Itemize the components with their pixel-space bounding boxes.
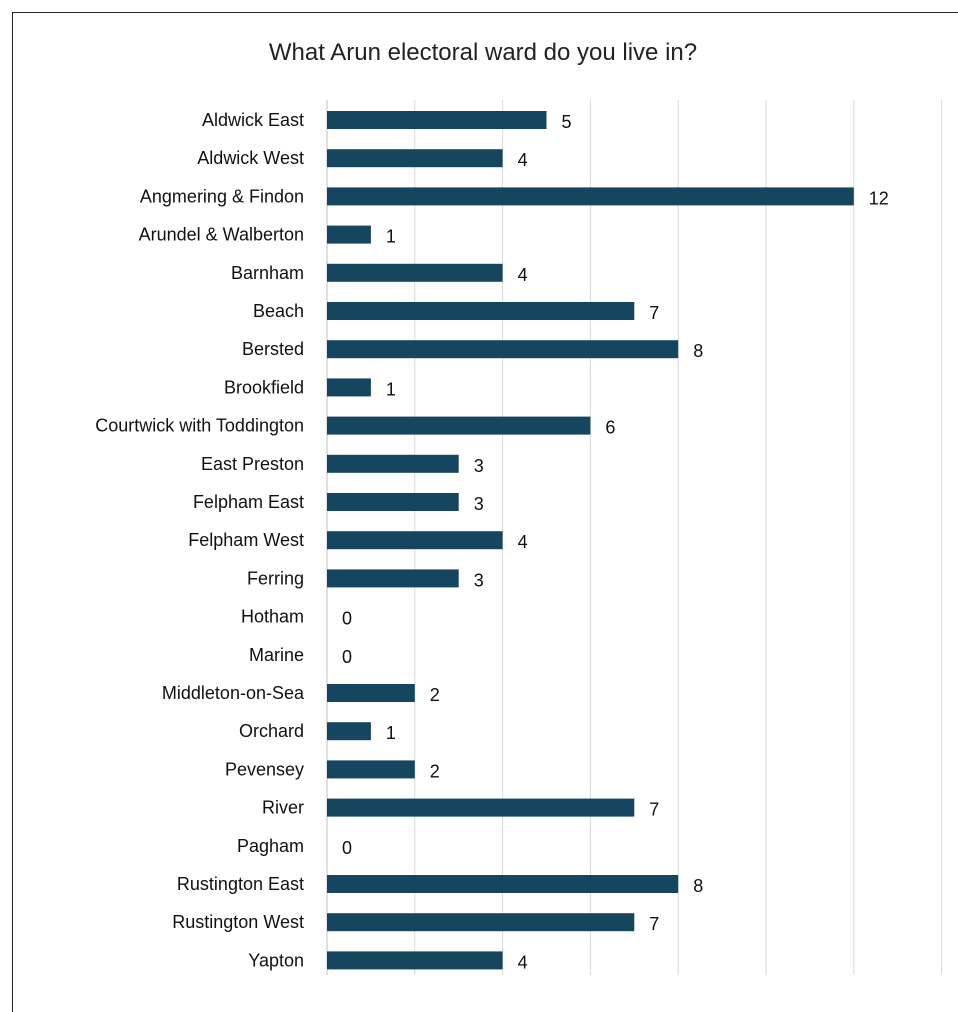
category-label: Bersted bbox=[242, 339, 304, 359]
value-label: 5 bbox=[562, 112, 572, 132]
bar bbox=[327, 951, 503, 970]
value-label: 0 bbox=[342, 609, 352, 629]
value-label: 7 bbox=[649, 800, 659, 820]
value-label: 4 bbox=[518, 265, 528, 285]
bar bbox=[327, 913, 635, 932]
bar bbox=[327, 416, 591, 435]
category-label: Pagham bbox=[237, 836, 304, 856]
value-label: 8 bbox=[693, 341, 703, 361]
category-label: Ferring bbox=[247, 568, 304, 588]
bar bbox=[327, 378, 371, 397]
bar bbox=[327, 225, 371, 244]
category-label: Felpham East bbox=[193, 492, 304, 512]
value-label: 3 bbox=[474, 456, 484, 476]
bar bbox=[327, 263, 503, 282]
chart-title: What Arun electoral ward do you live in? bbox=[269, 39, 697, 66]
value-label: 1 bbox=[386, 227, 396, 247]
value-label: 0 bbox=[342, 838, 352, 858]
bar bbox=[327, 111, 547, 129]
category-label: Rustington East bbox=[177, 874, 304, 894]
value-label: 4 bbox=[518, 150, 528, 170]
category-label: Hotham bbox=[241, 607, 304, 627]
value-label: 6 bbox=[605, 418, 615, 438]
bar bbox=[327, 684, 415, 702]
value-label: 3 bbox=[474, 494, 484, 514]
value-label: 2 bbox=[430, 761, 440, 781]
bars bbox=[327, 111, 854, 970]
bar bbox=[327, 760, 415, 779]
value-label: 7 bbox=[649, 303, 659, 323]
category-label: East Preston bbox=[201, 454, 304, 474]
value-label: 2 bbox=[430, 685, 440, 705]
category-label: Orchard bbox=[239, 721, 304, 741]
bar bbox=[327, 149, 503, 168]
bar bbox=[327, 798, 635, 817]
category-label: Rustington West bbox=[172, 912, 304, 932]
category-label: Angmering & Findon bbox=[140, 186, 304, 206]
value-label: 4 bbox=[518, 532, 528, 552]
chart-frame bbox=[12, 12, 958, 1012]
category-label: Pevensey bbox=[225, 759, 304, 779]
category-label: Arundel & Walberton bbox=[139, 225, 304, 245]
value-label: 1 bbox=[386, 723, 396, 743]
value-label: 7 bbox=[649, 914, 659, 934]
category-labels: Aldwick East Aldwick West Angmering & Find… bbox=[95, 110, 305, 970]
category-label: Aldwick West bbox=[197, 148, 304, 168]
category-label: Brookfield bbox=[224, 377, 304, 397]
value-label: 0 bbox=[342, 647, 352, 667]
bar bbox=[327, 187, 854, 206]
value-label: 1 bbox=[386, 379, 396, 399]
category-label: Barnham bbox=[231, 263, 304, 283]
category-label: Felpham West bbox=[188, 530, 304, 550]
value-label: 4 bbox=[518, 952, 528, 972]
value-label: 3 bbox=[474, 570, 484, 590]
bar bbox=[327, 340, 679, 359]
value-label: 8 bbox=[693, 876, 703, 896]
category-label: Yapton bbox=[248, 950, 304, 970]
bar bbox=[327, 531, 503, 550]
bar bbox=[327, 302, 635, 320]
bar bbox=[327, 875, 679, 893]
category-label: Courtwick with Toddington bbox=[95, 416, 304, 436]
bar bbox=[327, 722, 371, 741]
bar bbox=[327, 454, 459, 473]
category-label: Beach bbox=[253, 301, 304, 321]
category-label: Aldwick East bbox=[202, 110, 304, 130]
category-label: Middleton-on-Sea bbox=[162, 683, 305, 703]
value-label: 12 bbox=[869, 188, 889, 208]
bar bbox=[327, 569, 459, 588]
category-label: River bbox=[262, 798, 304, 818]
category-label: Marine bbox=[249, 645, 304, 665]
bar bbox=[327, 493, 459, 511]
